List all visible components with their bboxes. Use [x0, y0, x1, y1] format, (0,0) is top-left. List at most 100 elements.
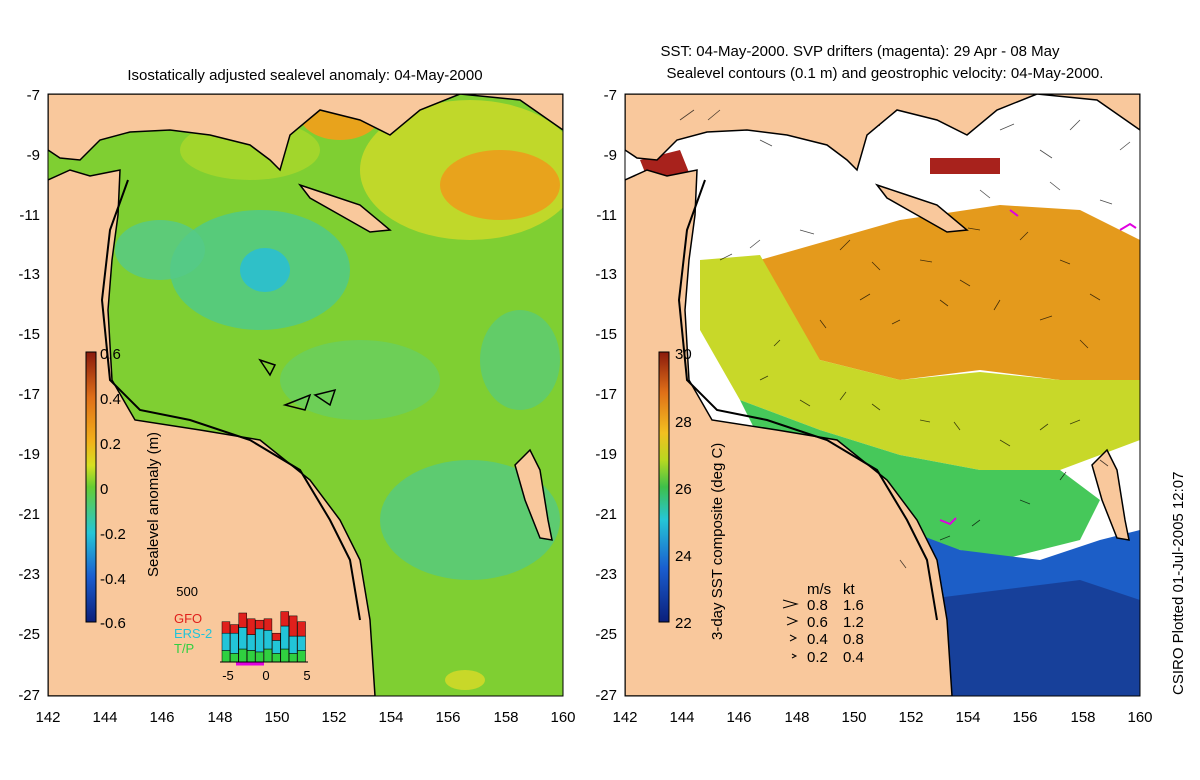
right-map-panel: SST: 04-May-2000. SVP drifters (magenta)…	[595, 43, 1152, 726]
inset-bar-ers2	[288, 635, 298, 654]
left-map-frame	[47, 93, 564, 697]
inset-bar-gfo	[255, 619, 264, 630]
y-tick: -21	[595, 506, 617, 523]
speed-key-ms: 0.4	[807, 631, 828, 648]
left-y-axis: -7 -9 -11 -13 -15 -17 -19 -21 -23 -25 -2…	[18, 87, 40, 704]
inset-bar-ers2	[246, 634, 256, 651]
satellite-inset: 500 GFO ERS-2 T/P -5 0 5	[174, 584, 311, 683]
inset-bar-tp	[263, 648, 273, 663]
inset-bar-ers2	[230, 632, 239, 654]
sst-tick: 28	[675, 414, 692, 431]
right-panel-title-line2: Sealevel contours (0.1 m) and geostrophi…	[667, 65, 1104, 82]
sst-tick: 30	[675, 346, 692, 363]
sst-tick: 22	[675, 615, 692, 632]
inset-bar-ers2	[221, 632, 231, 651]
y-tick: -7	[27, 87, 40, 104]
speed-key-arrow	[786, 616, 799, 626]
x-tick: 146	[149, 709, 174, 726]
inset-bar-gfo	[246, 618, 256, 635]
x-tick: 150	[841, 709, 866, 726]
y-tick: -11	[596, 207, 617, 224]
speed-key-kt-header: kt	[843, 581, 856, 598]
sla-colorbar: 0.6 0.4 0.2 0 -0.2 -0.4 -0.6 Sealevel an…	[85, 346, 162, 632]
x-tick: 160	[1127, 709, 1152, 726]
left-map-panel: Isostatically adjusted sealevel anomaly:…	[18, 67, 575, 726]
plot-credit: CSIRO Plotted 01-Jul-2005 12:07	[1170, 472, 1187, 695]
sla-tick: -0.4	[100, 571, 126, 588]
speed-key-ms-header: m/s	[807, 581, 831, 598]
sla-tick: 0.6	[100, 346, 121, 363]
inset-bar-tp	[230, 653, 239, 663]
speed-key-kt: 1.2	[843, 614, 864, 631]
y-tick: -19	[18, 446, 40, 463]
y-tick: -23	[18, 566, 40, 583]
x-tick: 144	[669, 709, 694, 726]
right-map-frame	[624, 93, 1141, 697]
x-tick: 160	[550, 709, 575, 726]
x-tick: 142	[612, 709, 637, 726]
inset-ymax-label: 500	[176, 584, 198, 599]
x-tick: 146	[726, 709, 751, 726]
inset-bar-gfo	[280, 611, 289, 627]
y-tick: -27	[595, 687, 617, 704]
inset-bar-gfo	[263, 618, 273, 631]
inset-bar-ers2	[255, 628, 264, 653]
inset-bar-ers2	[263, 630, 273, 650]
y-tick: -15	[595, 326, 617, 343]
inset-bar-gfo	[230, 624, 239, 634]
y-tick: -17	[595, 386, 617, 403]
speed-key-arrow	[791, 653, 798, 659]
sla-tick: 0.2	[100, 436, 121, 453]
y-tick: -7	[604, 87, 617, 104]
speed-key-ms: 0.8	[807, 597, 828, 614]
inset-bar-tp	[280, 648, 289, 663]
inset-bar-gfo	[238, 612, 247, 628]
sla-tick: -0.6	[100, 615, 126, 632]
right-x-axis: 142 144 146 148 150 152 154 156 158 160	[612, 709, 1152, 726]
y-tick: -25	[18, 626, 40, 643]
inset-legend-ers2: ERS-2	[174, 626, 212, 641]
inset-bar-gfo	[297, 621, 306, 637]
y-tick: -27	[18, 687, 40, 704]
sla-colorbar-label: Sealevel anomaly (m)	[145, 432, 162, 577]
y-tick: -13	[18, 266, 40, 283]
sst-tick: 26	[675, 481, 692, 498]
x-tick: 156	[435, 709, 460, 726]
speed-key-ms: 0.6	[807, 614, 828, 631]
y-tick: -25	[595, 626, 617, 643]
inset-legend-gfo: GFO	[174, 611, 202, 626]
left-panel-title: Isostatically adjusted sealevel anomaly:…	[127, 67, 482, 84]
x-tick: 148	[207, 709, 232, 726]
inset-x-tick: 0	[262, 668, 269, 683]
inset-bar-tp	[255, 651, 264, 663]
inset-bar-tp	[297, 650, 306, 663]
speed-key-arrow	[789, 634, 798, 642]
x-tick: 148	[784, 709, 809, 726]
inset-bar-gfo	[221, 621, 231, 634]
inset-bar-ers2	[280, 625, 289, 650]
inset-bar-tp	[246, 650, 256, 663]
y-tick: -15	[18, 326, 40, 343]
y-tick: -19	[595, 446, 617, 463]
speed-key-kt: 0.8	[843, 631, 864, 648]
x-tick: 154	[378, 709, 403, 726]
inset-x-tick: -5	[222, 668, 234, 683]
inset-bar-tp	[238, 648, 247, 663]
speed-key-kt: 0.4	[843, 649, 864, 666]
sst-map	[625, 94, 1140, 696]
x-tick: 144	[92, 709, 117, 726]
inset-legend-tp: T/P	[174, 641, 194, 656]
x-tick: 152	[898, 709, 923, 726]
left-x-axis: 142 144 146 148 150 152 154 156 158 160	[35, 709, 575, 726]
x-tick: 150	[264, 709, 289, 726]
sla-tick: 0	[100, 481, 108, 498]
speed-key-ms: 0.2	[807, 649, 828, 666]
x-tick: 158	[493, 709, 518, 726]
y-tick: -9	[27, 147, 40, 164]
sla-tick: 0.4	[100, 391, 121, 408]
x-tick: 156	[1012, 709, 1037, 726]
y-tick: -11	[19, 207, 40, 224]
x-tick: 158	[1070, 709, 1095, 726]
y-tick: -21	[18, 506, 40, 523]
